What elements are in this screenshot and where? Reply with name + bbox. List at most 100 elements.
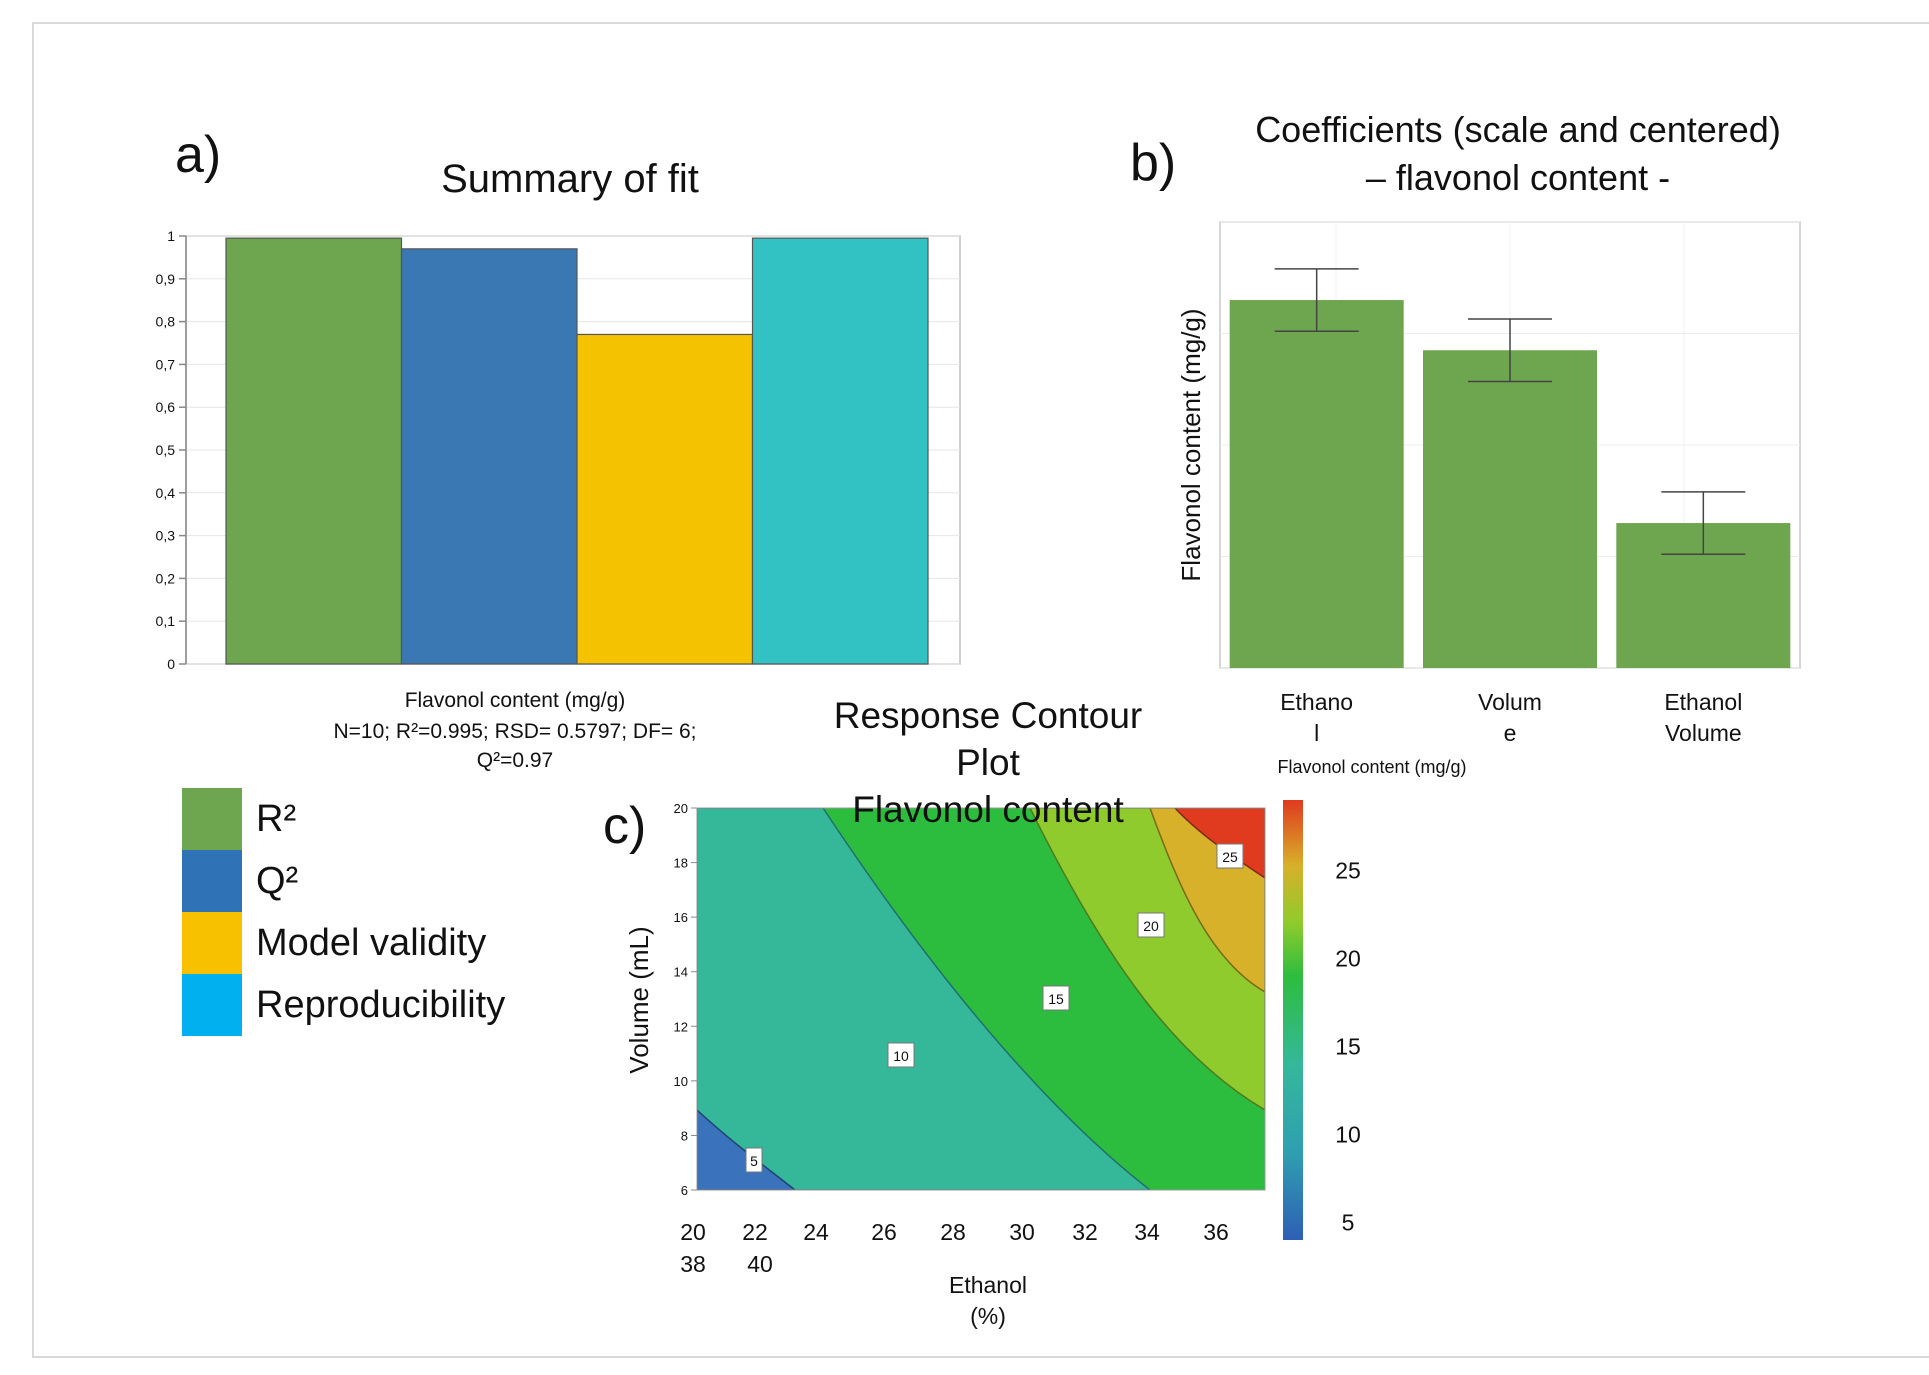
- yticks-c: 6 8 10 12 14 16 18 20: [674, 801, 697, 1198]
- contour-regions: [697, 808, 1265, 1190]
- ytick-label-a: 1: [167, 228, 175, 244]
- panel-a-letter: a): [175, 126, 221, 184]
- colorbar-tick-label: 15: [1335, 1033, 1361, 1059]
- ytick-label-c: 10: [674, 1074, 688, 1089]
- yticks-a: 0 0,1 0,2 0,3 0,4 0,5 0,6 0,7 0,8 0,9 1: [156, 228, 186, 672]
- panel-c-title-line3: Flavonol content: [852, 789, 1124, 830]
- xtick-label-c: 36: [1203, 1219, 1229, 1245]
- contour-level-labels: 5 10 15 20 25: [745, 843, 1244, 1173]
- ytick-label-c: 20: [674, 801, 688, 816]
- legend-label: Model validity: [256, 922, 486, 964]
- ytick-label-a: 0,2: [156, 570, 176, 586]
- panel-c-title-line2: Plot: [956, 742, 1020, 783]
- bar-a: [751, 237, 929, 665]
- xtick-label-c: 34: [1134, 1219, 1160, 1245]
- figure-frame: [32, 22, 1929, 1358]
- ytick-label-c: 14: [674, 965, 688, 980]
- xtick-label-c: 26: [871, 1219, 897, 1245]
- xticks-c: 20 22 24 26 28 30 32 34 36 38 40: [680, 1219, 1229, 1277]
- panel-c-letter: c): [603, 797, 646, 855]
- xtick-label-c: 38: [680, 1251, 706, 1277]
- ytick-label-a: 0,7: [156, 356, 176, 372]
- ytick-label-a: 0,6: [156, 399, 176, 415]
- contour-label-box-10: [887, 1042, 915, 1068]
- xtick-label-c: 28: [940, 1219, 966, 1245]
- panel-b-letter: b): [1130, 134, 1176, 192]
- contour-label-25: 25: [1222, 849, 1238, 865]
- xtick-label-b: l: [1314, 720, 1319, 746]
- panel-a-stats-line1: N=10; R²=0.995; RSD= 0.5797; DF= 6;: [333, 720, 696, 743]
- xtick-label-b: Volume: [1665, 720, 1742, 746]
- xtick-label-c: 20: [680, 1219, 706, 1245]
- ytick-label-a: 0,5: [156, 442, 176, 458]
- bar-a: [576, 333, 754, 665]
- panel-c-ylabel: Volume (mL): [624, 926, 654, 1073]
- ytick-label-c: 18: [674, 856, 688, 871]
- panel-c-title-line1: Response Contour: [834, 695, 1143, 736]
- legend-label: R²: [256, 798, 296, 840]
- contour-label-box-15: [1042, 985, 1070, 1011]
- contour-plot: 5 10 15 20 25 6 8 10 12 14 16 18 20 20 22 24 26 28 3…: [674, 801, 1266, 1277]
- contour-label-box-20: [1137, 912, 1165, 938]
- xtick-label-c: 30: [1009, 1219, 1035, 1245]
- ytick-label-a: 0,1: [156, 613, 176, 629]
- legend: R² Q² Model validity Reproducibility: [182, 788, 505, 1036]
- colorbar-tick-label: 5: [1342, 1209, 1355, 1235]
- bar-a: [225, 237, 403, 665]
- ytick-label-a: 0,9: [156, 271, 176, 287]
- bars-a: [225, 237, 929, 665]
- ytick-label-a: 0: [167, 656, 175, 672]
- contour-label-15: 15: [1048, 991, 1064, 1007]
- ytick-label-a: 0,8: [156, 314, 176, 330]
- ytick-label-c: 8: [681, 1128, 688, 1143]
- legend-label: Q²: [256, 860, 298, 902]
- colorbar: [1283, 800, 1303, 1240]
- ytick-label-c: 16: [674, 910, 688, 925]
- bars-b: [1229, 268, 1791, 668]
- xtick-label-c: 32: [1072, 1219, 1098, 1245]
- panel-a-plot: 0 0,1 0,2 0,3 0,4 0,5 0,6 0,7 0,8 0,9 1: [156, 228, 961, 672]
- panel-a-xlabel: Flavonol content (mg/g): [405, 689, 626, 712]
- xtick-label-b: Ethanol: [1664, 689, 1742, 715]
- panel-a: a) Summary of fit 0 0,1 0,2 0,3 0,4 0,5 0,6 0,7…: [156, 126, 961, 772]
- contour-frame: [696, 807, 1266, 1191]
- panel-a-stats-line2: Q²=0.97: [477, 749, 553, 772]
- bar-a: [400, 248, 578, 665]
- bar-b: [1423, 350, 1597, 668]
- contour-label-5: 5: [750, 1153, 758, 1169]
- ytick-label-a: 0,3: [156, 528, 176, 544]
- panel-c-xlabel-line2: (%): [970, 1303, 1006, 1329]
- panel-a-title: Summary of fit: [441, 157, 699, 201]
- contour-label-box-5: [745, 1147, 763, 1173]
- panel-b-title-line2: – flavonol content -: [1366, 157, 1670, 198]
- panel-b-ylabel: Flavonol content (mg/g): [1176, 308, 1206, 581]
- panel-b: b) Coefficients (scale and centered) – f…: [1130, 109, 1801, 777]
- panel-b-xlabel: Flavonol content (mg/g): [1277, 757, 1466, 777]
- panel-c: c) 5 10 15 20 25: [603, 695, 1361, 1329]
- contour-label-box-25: [1216, 843, 1244, 869]
- panel-c-xlabel-line1: Ethanol: [949, 1272, 1027, 1298]
- xtick-label-b: Ethano: [1280, 689, 1353, 715]
- legend-label: Reproducibility: [256, 984, 505, 1026]
- colorbar-ticks: 5 10 15 20 25: [1335, 857, 1361, 1235]
- legend-swatch: [182, 912, 242, 974]
- legend-swatch: [182, 788, 242, 850]
- colorbar-tick-label: 10: [1335, 1121, 1361, 1147]
- legend-swatch: [182, 974, 242, 1036]
- panel-b-title-line1: Coefficients (scale and centered): [1255, 109, 1781, 150]
- ytick-label-a: 0,4: [156, 485, 176, 501]
- contour-label-20: 20: [1143, 918, 1159, 934]
- xtick-label-b: e: [1504, 720, 1517, 746]
- bar-b: [1229, 300, 1404, 668]
- ytick-label-c: 6: [681, 1183, 688, 1198]
- xtick-label-c: 24: [803, 1219, 829, 1245]
- xtick-label-c: 40: [747, 1251, 773, 1277]
- xtick-label-b: Volum: [1478, 689, 1542, 715]
- legend-swatch: [182, 850, 242, 912]
- ytick-label-c: 12: [674, 1019, 688, 1034]
- colorbar-tick-label: 20: [1335, 945, 1361, 971]
- colorbar-tick-label: 25: [1335, 857, 1361, 883]
- xtick-label-c: 22: [742, 1219, 768, 1245]
